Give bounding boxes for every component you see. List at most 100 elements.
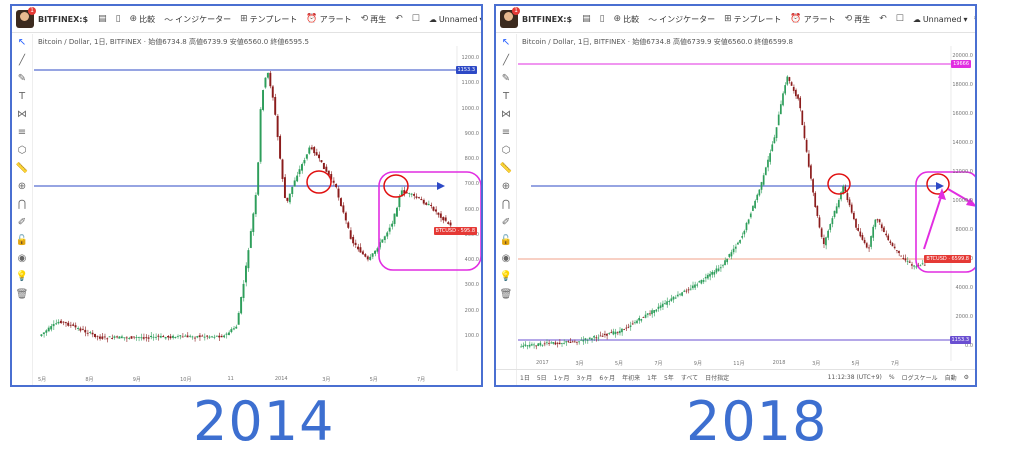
range-button[interactable]: 6ヶ月: [599, 375, 616, 382]
log-scale-toggle[interactable]: ログスケール: [901, 375, 938, 382]
fib-icon[interactable]: ≡: [501, 127, 511, 138]
trash-icon[interactable]: 🗑: [15, 289, 29, 300]
cursor-icon[interactable]: ↖: [17, 37, 27, 48]
range-button[interactable]: 年初来: [622, 375, 641, 382]
cloud-icon: ☁: [428, 14, 437, 24]
ruler-icon[interactable]: 📏: [499, 163, 513, 174]
alerts-button[interactable]: ⏰ アラート: [306, 14, 351, 25]
gear-icon[interactable]: ⚙: [963, 374, 969, 381]
bitcoin-2014-candle: [388, 227, 391, 232]
undo-button[interactable]: ↶: [879, 14, 887, 24]
trend-line-icon[interactable]: ╱: [18, 55, 26, 66]
range-button[interactable]: すべて: [680, 375, 699, 382]
range-button[interactable]: 5年: [663, 375, 674, 382]
range-button[interactable]: 5日: [536, 375, 547, 382]
undo-button[interactable]: ↶: [395, 14, 403, 24]
eye-icon[interactable]: ◉: [17, 253, 27, 264]
cursor-icon[interactable]: ↖: [501, 37, 511, 48]
settings-button[interactable]: ⚙: [974, 14, 975, 24]
idea-icon[interactable]: 💡: [15, 271, 29, 282]
lock-icon[interactable]: 🔓: [15, 235, 29, 246]
price-chart[interactable]: [12, 6, 483, 387]
bitcoin-2018-candle: [906, 260, 909, 262]
hline-price-tag: 1153.3: [455, 66, 477, 74]
eye-icon[interactable]: ◉: [501, 253, 511, 264]
compare-button[interactable]: ⊕ 比較: [130, 14, 156, 25]
bitcoin-2018-candle: [584, 338, 587, 340]
bitcoin-2014-candle: [354, 242, 357, 246]
indicators-button[interactable]: 〜インジケーター: [164, 13, 231, 26]
bitcoin-2014-candle: [434, 209, 437, 212]
replay-button[interactable]: ⟲ 再生: [845, 14, 871, 25]
bitcoin-2014-candle: [252, 213, 255, 233]
text-icon[interactable]: T: [502, 91, 510, 102]
shape-icon[interactable]: ⬡: [501, 145, 511, 156]
range-button[interactable]: 3ヶ月: [576, 375, 593, 382]
price-tick-label: 800.0: [464, 156, 479, 163]
bitcoin-2014-candle: [359, 247, 362, 253]
ruler-icon[interactable]: 📏: [15, 163, 29, 174]
pen-icon[interactable]: ✎: [501, 73, 511, 84]
alerts-button[interactable]: ⏰ アラート: [790, 14, 835, 25]
bitcoin-2014-candle: [381, 239, 384, 243]
bar-style-button[interactable]: ▯: [600, 14, 605, 24]
symbol-search[interactable]: BITFINEX:$: [38, 14, 89, 24]
bitcoin-2018-candle: [893, 246, 896, 249]
bitcoin-2018-candle: [713, 271, 716, 275]
templates-button[interactable]: ⊞ テンプレート: [724, 14, 781, 25]
symbol-search[interactable]: BITFINEX:$: [522, 14, 573, 24]
bitcoin-2018-candle: [891, 243, 894, 247]
bitcoin-2014-candle: [111, 337, 114, 339]
lock-draw-icon[interactable]: ✐: [17, 217, 27, 228]
bitcoin-2014-candle: [240, 296, 243, 314]
layout-button[interactable]: ☐: [412, 14, 420, 24]
templates-button[interactable]: ⊞ テンプレート: [240, 14, 297, 25]
bitcoin-2014-candle: [427, 203, 430, 206]
bitcoin-2018-candle: [825, 237, 827, 246]
text-icon[interactable]: T: [18, 91, 26, 102]
bitcoin-2014-candle: [150, 335, 152, 338]
idea-icon[interactable]: 💡: [499, 271, 513, 282]
range-button[interactable]: 1日: [520, 375, 530, 382]
shape-icon[interactable]: ⬡: [17, 145, 27, 156]
percent-toggle[interactable]: %: [888, 374, 895, 381]
pen-icon[interactable]: ✎: [17, 73, 27, 84]
zoom-icon[interactable]: ⊕: [501, 181, 511, 192]
bitcoin-2014-candle: [413, 194, 415, 196]
range-button[interactable]: 1ヶ月: [553, 375, 570, 382]
price-tick-label: 200.0: [464, 307, 479, 314]
bitcoin-2018-candle: [842, 186, 844, 194]
interval-button[interactable]: ▤: [582, 14, 591, 24]
range-button[interactable]: 1年: [647, 375, 657, 382]
bitcoin-2014-candle: [135, 337, 138, 338]
layout-button[interactable]: ☐: [896, 14, 904, 24]
lock-icon[interactable]: 🔓: [499, 235, 513, 246]
replay-button[interactable]: ⟲ 再生: [361, 14, 387, 25]
bitcoin-2014-candle: [400, 190, 403, 197]
bitcoin-2014-candle: [430, 204, 433, 206]
bitcoin-2014-candle: [230, 329, 233, 333]
zoom-icon[interactable]: ⊕: [17, 181, 27, 192]
avatar[interactable]: 1: [16, 7, 36, 28]
price-chart[interactable]: [496, 6, 977, 387]
magnet-icon[interactable]: ⋂: [17, 199, 27, 210]
compare-button[interactable]: ⊕ 比較: [614, 14, 640, 25]
magnet-icon[interactable]: ⋂: [501, 199, 511, 210]
pattern-icon[interactable]: ⋈: [501, 109, 511, 120]
lock-draw-icon[interactable]: ✐: [501, 217, 511, 228]
layout-name-button[interactable]: ☁Unnamed▾: [428, 14, 481, 24]
avatar[interactable]: 1: [500, 7, 520, 28]
indicators-button[interactable]: 〜インジケーター: [648, 13, 715, 26]
caption-2014: 2014: [193, 390, 335, 453]
pattern-icon[interactable]: ⋈: [17, 109, 27, 120]
layout-name-button[interactable]: ☁Unnamed▾: [913, 15, 968, 24]
auto-scale-toggle[interactable]: 自動: [944, 375, 957, 382]
interval-button[interactable]: ▤: [98, 14, 107, 24]
bar-style-button[interactable]: ▯: [116, 14, 121, 24]
bitcoin-2014-candle: [91, 332, 94, 335]
trend-line-icon[interactable]: ╱: [502, 55, 510, 66]
trash-icon[interactable]: 🗑: [499, 289, 513, 300]
bitcoin-2018-candle: [689, 288, 692, 290]
fib-icon[interactable]: ≡: [17, 127, 27, 138]
range-button[interactable]: 日付指定: [705, 375, 730, 382]
